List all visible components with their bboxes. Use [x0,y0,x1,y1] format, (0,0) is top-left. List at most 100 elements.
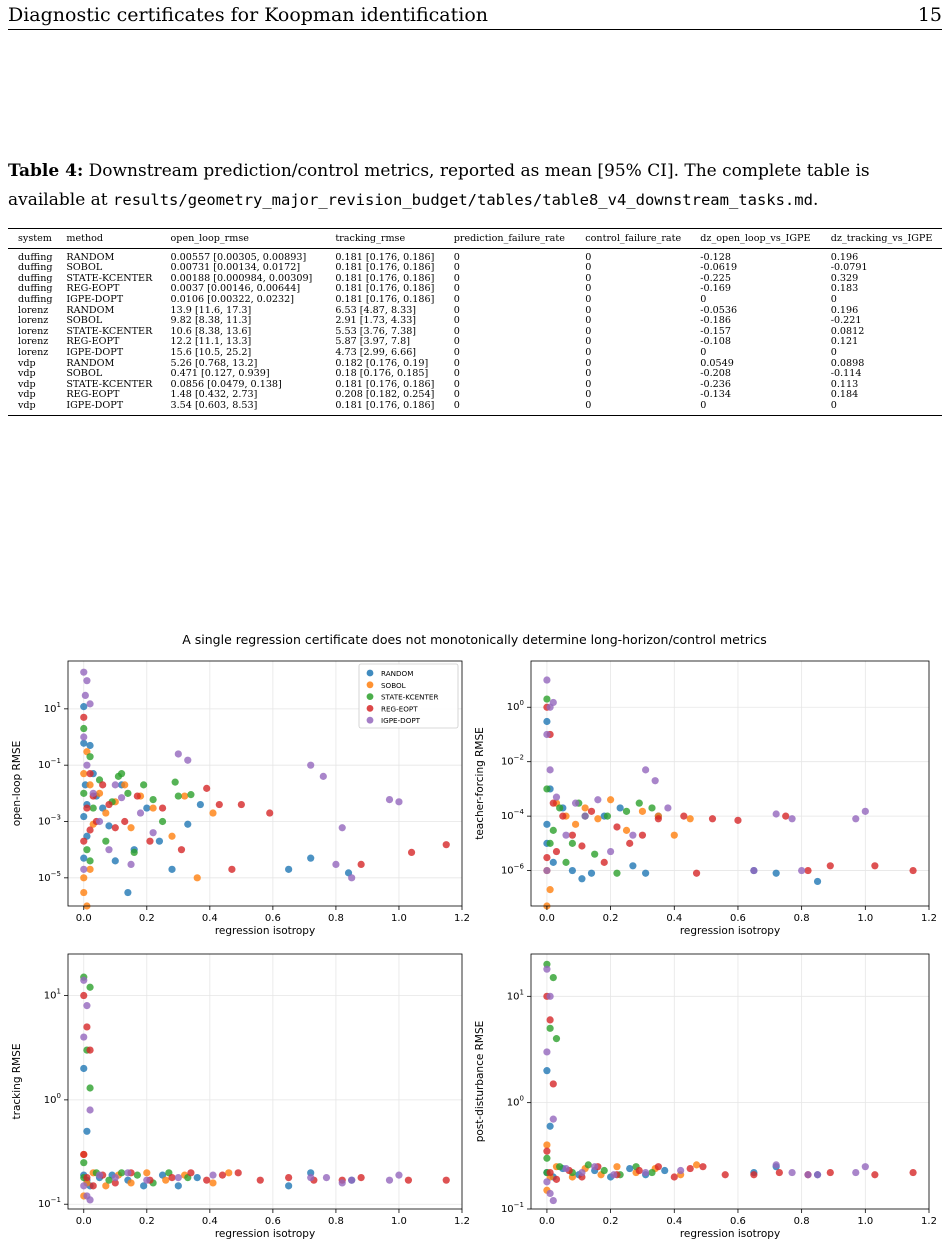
point-igpe-dopt [395,1171,403,1179]
table-cell: IGPE-DOPT [66,293,124,305]
point-sobol [613,1163,621,1171]
table-row: duffing REG-EOPT 0.0037 [0.00146, 0.00644]… [8,284,942,295]
point-random [616,804,624,812]
point-reg-eopt [404,1176,413,1184]
point-igpe-dopt [111,1173,119,1182]
point-igpe-dopt [677,1166,685,1175]
point-state-kcenter [552,1035,561,1043]
point-random [86,741,94,750]
y-tick-exponent: 0 [520,1095,524,1103]
table-cell: -0.236 [700,378,731,390]
point-reg-eopt [111,1179,119,1187]
point-igpe-dopt [543,1178,551,1186]
table-cell: duffing [18,283,53,295]
point-sobol [193,874,201,882]
point-reg-eopt [600,858,608,866]
point-igpe-dopt [338,1179,346,1187]
point-igpe-dopt [174,750,182,758]
point-igpe-dopt [788,815,796,823]
point-reg-eopt [775,1168,783,1177]
x-tick-label: 1.2 [454,1216,470,1227]
plot-frame [67,953,463,1210]
table-row: duffing RANDOM 0.00557 [0.00305, 0.00893] 0… [8,248,942,263]
table-row: vdp SOBOL 0.471 [0.127, 0.939] 0.18 [0.176,… [8,369,942,380]
point-random [80,812,88,821]
plot-frame [530,953,930,1210]
table-cell: 0 [585,283,592,295]
table-cell: 4.73 [2.99, 6.66] [335,346,417,358]
point-state-kcenter [543,695,551,703]
y-tick-label: 101 [44,701,61,715]
table-cell: IGPE-DOPT [66,346,124,358]
table-cell: 0 [830,293,837,305]
point-igpe-dopt [798,866,806,875]
table-cell: 0 [830,399,837,411]
column-header: prediction_failure_rate [453,233,565,244]
table-cell: lorenz [18,346,49,358]
table-cell: 0 [585,315,592,327]
column-header: method [66,233,104,244]
table-body: duffing RANDOM 0.00557 [0.00305, 0.00893] 0… [8,248,942,415]
point-reg-eopt [83,1173,91,1182]
y-axis-label: teacher-forcing RMSE [474,727,486,840]
table-cell: duffing [18,272,53,284]
point-igpe-dopt [95,1171,104,1179]
point-sobol [686,815,694,823]
point-sobol [670,831,678,839]
point-sobol [95,789,104,797]
point-random [587,869,596,877]
legend-entry: IGPE-DOPT [381,716,421,725]
point-igpe-dopt [607,847,615,856]
point-reg-eopt [187,1169,195,1177]
point-igpe-dopt [319,772,327,780]
point-random [184,820,192,828]
x-tick-label: 1.2 [921,1216,937,1227]
y-tick-label: 100 [44,1092,61,1106]
point-igpe-dopt [804,1171,812,1179]
point-state-kcenter [549,826,557,834]
point-reg-eopt [177,846,186,854]
table-cell: -0.128 [700,251,731,263]
y-tick-label: 10−1 [38,757,61,771]
table-row: vdp IGPE-DOPT 3.54 [0.603, 8.53] 0.181 [0.1… [8,399,942,415]
column-header: dz_tracking_vs_IGPE [830,233,933,244]
point-igpe-dopt [322,1173,331,1182]
point-state-kcenter [102,837,110,845]
point-random [80,854,88,862]
point-sobol [168,832,176,840]
point-sobol [571,820,580,828]
point-random [143,804,151,812]
point-state-kcenter [600,1166,608,1175]
table-row: lorenz REG-EOPT 12.2 [11.1, 13.3] 5.87 [3.9… [8,337,942,348]
point-reg-eopt [708,815,717,823]
point-sobol [181,792,189,800]
point-sobol [692,1161,701,1169]
point-igpe-dopt [642,766,650,774]
point-igpe-dopt [80,668,88,676]
point-igpe-dopt [338,824,346,832]
table-cell: 0.471 [0.127, 0.939] [170,368,270,380]
table-cell: 0 [453,336,460,348]
x-tick-label: 1.2 [454,913,470,924]
point-reg-eopt [203,1176,211,1184]
point-state-kcenter [635,799,643,807]
plot-frame [67,660,463,907]
point-sobol [594,815,602,823]
point-sobol [162,1176,170,1184]
column-header: dz_open_loop_vs_IGPE [700,233,811,244]
point-reg-eopt [357,1173,365,1182]
table-cell: 0 [700,293,707,305]
table-cell: 0.0898 [830,357,865,369]
point-random [155,837,164,845]
point-reg-eopt [442,841,450,849]
table-header-row: system method open_loop_rmse tracking_rmse p… [8,228,942,249]
table-cell: 0.196 [830,251,859,263]
caption-label: Table 4: [8,161,84,181]
point-random [661,1166,669,1175]
point-reg-eopt [721,1171,729,1179]
scatter-grid: 0.0 0.2 0.4 0.6 0.8 1.0 1.210110−110−310−5regr… [11,660,937,1240]
point-state-kcenter [568,839,576,847]
point-random [629,862,637,870]
table-cell: 0 [453,357,460,369]
point-reg-eopt [133,792,141,800]
